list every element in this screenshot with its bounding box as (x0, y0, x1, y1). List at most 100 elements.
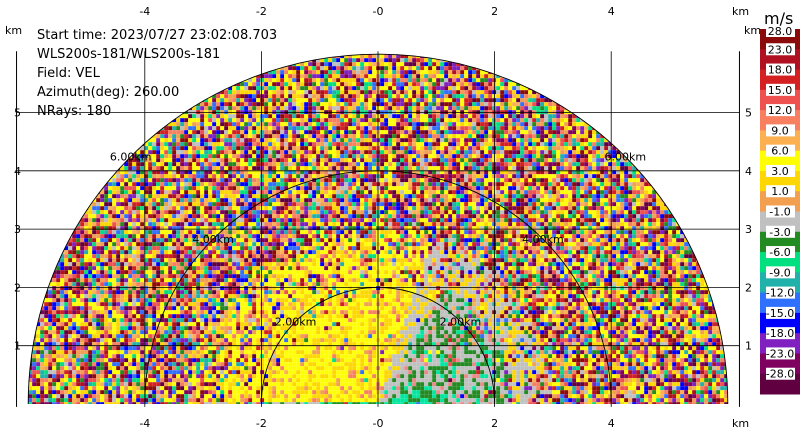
velocity-cell (276, 206, 281, 211)
velocity-cell (284, 186, 289, 191)
velocity-cell (136, 226, 141, 231)
velocity-cell (260, 194, 265, 199)
velocity-cell (436, 178, 441, 183)
velocity-cell (184, 218, 189, 223)
velocity-cell (248, 106, 253, 111)
velocity-cell (548, 186, 553, 191)
velocity-cell (348, 178, 353, 183)
velocity-cell (308, 162, 313, 167)
velocity-cell (332, 154, 337, 159)
velocity-cell (232, 98, 237, 103)
velocity-cell (216, 190, 221, 195)
velocity-cell (496, 190, 501, 195)
velocity-cell (116, 182, 121, 187)
velocity-cell (432, 134, 437, 139)
velocity-cell (276, 90, 281, 95)
velocity-cell (248, 174, 253, 179)
velocity-cell (516, 174, 521, 179)
velocity-cell (624, 222, 629, 227)
velocity-cell (224, 230, 229, 235)
velocity-cell (624, 166, 629, 171)
velocity-cell (460, 166, 465, 171)
velocity-cell (608, 202, 613, 207)
velocity-cell (392, 194, 397, 199)
velocity-cell (444, 114, 449, 119)
velocity-cell (208, 178, 213, 183)
velocity-cell (152, 190, 157, 195)
velocity-cell (232, 146, 237, 151)
velocity-cell (268, 106, 273, 111)
velocity-cell (272, 194, 277, 199)
velocity-cell (428, 142, 433, 147)
velocity-cell (420, 70, 425, 75)
velocity-cell (456, 78, 461, 83)
velocity-cell (352, 138, 357, 143)
velocity-cell (336, 142, 341, 147)
velocity-cell (380, 62, 385, 67)
velocity-cell (408, 182, 413, 187)
velocity-cell (344, 126, 349, 131)
velocity-cell (320, 90, 325, 95)
velocity-cell (624, 186, 629, 191)
velocity-cell (268, 202, 273, 207)
velocity-cell (444, 222, 449, 227)
velocity-cell (284, 130, 289, 135)
velocity-cell (592, 138, 597, 143)
velocity-cell (524, 194, 529, 199)
velocity-cell (276, 150, 281, 155)
velocity-cell (516, 146, 521, 151)
velocity-cell (248, 206, 253, 211)
velocity-cell (232, 170, 237, 175)
velocity-cell (208, 142, 213, 147)
velocity-cell (304, 138, 309, 143)
velocity-cell (448, 166, 453, 171)
velocity-cell (304, 154, 309, 159)
velocity-cell (144, 142, 149, 147)
velocity-cell (656, 226, 661, 231)
velocity-cell (288, 210, 293, 215)
velocity-cell (356, 166, 361, 171)
velocity-cell (508, 94, 513, 99)
velocity-cell (392, 66, 397, 71)
velocity-cell (472, 222, 477, 227)
velocity-cell (472, 154, 477, 159)
velocity-cell (360, 202, 365, 207)
velocity-cell (528, 90, 533, 95)
velocity-cell (476, 166, 481, 171)
velocity-cell (528, 166, 533, 171)
velocity-cell (420, 54, 425, 59)
velocity-cell (596, 218, 601, 223)
velocity-cell (588, 186, 593, 191)
velocity-cell (532, 150, 537, 155)
velocity-cell (616, 222, 621, 227)
velocity-cell (384, 126, 389, 131)
velocity-cell (436, 194, 441, 199)
velocity-cell (512, 202, 517, 207)
velocity-cell (232, 150, 237, 155)
velocity-cell (340, 178, 345, 183)
velocity-cell (392, 58, 397, 63)
velocity-cell (220, 98, 225, 103)
velocity-cell (296, 86, 301, 91)
velocity-cell (152, 222, 157, 227)
velocity-cell (388, 146, 393, 151)
velocity-cell (268, 150, 273, 155)
velocity-cell (456, 178, 461, 183)
velocity-cell (284, 210, 289, 215)
velocity-cell (300, 174, 305, 179)
velocity-cell (476, 170, 481, 175)
velocity-cell (184, 226, 189, 231)
velocity-cell (616, 178, 621, 183)
velocity-cell (592, 134, 597, 139)
velocity-cell (528, 214, 533, 219)
velocity-cell (284, 222, 289, 227)
velocity-cell (380, 222, 385, 227)
velocity-cell (216, 166, 221, 171)
velocity-cell (300, 146, 305, 151)
velocity-cell (480, 158, 485, 163)
velocity-cell (372, 174, 377, 179)
velocity-cell (304, 62, 309, 67)
velocity-cell (548, 222, 553, 227)
velocity-cell (372, 126, 377, 131)
